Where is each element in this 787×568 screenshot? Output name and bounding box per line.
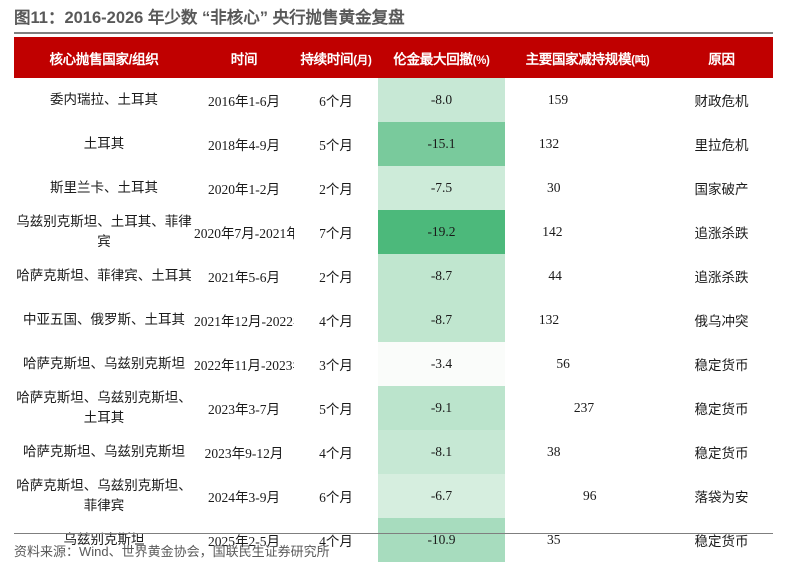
cell-drawdown: -8.0 (378, 78, 505, 122)
cell-time: 2024年3-9月 (208, 490, 280, 505)
table-row: 斯里兰卡、土耳其 2020年1-2月 2个月 -7.5 30 国家破产 (14, 166, 773, 210)
cell-duration: 2个月 (319, 182, 353, 197)
cell-reduction: 142 (542, 224, 563, 239)
cell-duration: 2个月 (319, 270, 353, 285)
cell-drawdown: -8.1 (378, 430, 505, 474)
cell-reason: 俄乌冲突 (694, 314, 749, 329)
cell-drawdown: -8.7 (378, 254, 505, 298)
footer-divider (14, 533, 773, 534)
table-row: 土耳其 2018年4-9月 5个月 -15.1 132 里拉危机 (14, 122, 773, 166)
cell-country: 土耳其 (83, 136, 125, 151)
table-row: 委内瑞拉、土耳其 2016年1-6月 6个月 -8.0 159 财政危机 (14, 78, 773, 122)
table-row: 哈萨克斯坦、乌兹别克斯坦、菲律宾 2024年3-9月 6个月 -6.7 96 落袋为安 (14, 474, 773, 518)
column-header-time: 时间 (230, 51, 258, 67)
column-header-base: 主要国家减持规模 (525, 51, 632, 67)
cell-reason: 国家破产 (694, 182, 749, 197)
cell-drawdown: -9.1 (378, 386, 505, 430)
cell-time: 2021年5-6月 (208, 270, 280, 285)
cell-time: 2023年3-7月 (208, 402, 280, 417)
cell-reduction: 96 (583, 488, 597, 503)
page-title: 图11：2016-2026 年少数 “非核心” 央行抛售黄金复盘 (14, 9, 405, 27)
cell-reason: 财政危机 (694, 94, 749, 109)
cell-time: 2022年11月-2023年1月 (194, 358, 294, 373)
cell-drawdown: -8.7 (378, 298, 505, 342)
table-row: 哈萨克斯坦、乌兹别克斯坦、土耳其 2023年3-7月 5个月 -9.1 237 稳定货币 (14, 386, 773, 430)
column-header-unit: (吨) (631, 54, 650, 67)
cell-country: 哈萨克斯坦、乌兹别克斯坦、菲律宾 (16, 478, 192, 513)
cell-drawdown: -15.1 (378, 122, 505, 166)
column-header-unit: (%) (472, 54, 490, 67)
cell-duration: 5个月 (319, 138, 353, 153)
table-row: 哈萨克斯坦、菲律宾、土耳其 2021年5-6月 2个月 -8.7 44 追涨杀跌 (14, 254, 773, 298)
cell-time: 2023年9-12月 (204, 446, 284, 461)
table-row: 哈萨克斯坦、乌兹别克斯坦 2023年9-12月 4个月 -8.1 38 稳定货币 (14, 430, 773, 474)
source-note: 资料来源：Wind、世界黄金协会，国联民生证券研究所 (14, 544, 330, 559)
column-header-country: 核心抛售国家/组织 (49, 51, 159, 67)
cell-country: 中亚五国、俄罗斯、土耳其 (23, 312, 185, 327)
cell-reduction: 159 (547, 92, 569, 107)
cell-duration: 6个月 (319, 94, 353, 109)
cell-reduction: 56 (556, 356, 570, 371)
column-header-drawdown: 伦金最大回撤(%) (378, 37, 505, 78)
cell-reason: 追涨杀跌 (694, 226, 749, 241)
cell-drawdown: -19.2 (378, 210, 505, 254)
cell-time: 2025年2-5月 (208, 534, 280, 549)
cell-reduction: 132 (538, 312, 560, 327)
column-header-duration: 持续时间(月) (294, 37, 378, 78)
cell-drawdown: -7.5 (378, 166, 505, 210)
cell-reason: 稳定货币 (694, 358, 749, 373)
cell-reduction: 132 (538, 136, 560, 151)
cell-reason: 落袋为安 (694, 490, 749, 505)
gold-selloff-table: 核心抛售国家/组织 时间 持续时间(月) 伦金最大回撤(%) 主要国家减持规模(… (14, 37, 773, 562)
cell-duration: 4个月 (319, 314, 353, 329)
cell-country: 委内瑞拉、土耳其 (50, 92, 158, 107)
cell-time: 2020年1-2月 (208, 182, 280, 197)
cell-duration: 6个月 (319, 490, 353, 505)
cell-country: 哈萨克斯坦、菲律宾、土耳其 (16, 268, 192, 283)
cell-reduction: 237 (573, 400, 595, 415)
table-body: 委内瑞拉、土耳其 2016年1-6月 6个月 -8.0 159 财政危机土耳其 2018年4… (14, 78, 773, 562)
cell-duration: 5个月 (319, 402, 353, 417)
cell-reason: 稳定货币 (694, 534, 749, 549)
cell-country: 哈萨克斯坦、乌兹别克斯坦 (23, 444, 185, 459)
table-row: 哈萨克斯坦、乌兹别克斯坦 2022年11月-2023年1月 3个月 -3.4 56 稳定货… (14, 342, 773, 386)
cell-country: 哈萨克斯坦、乌兹别克斯坦、土耳其 (16, 390, 192, 425)
figure-title: 图11：2016-2026 年少数 “非核心” 央行抛售黄金复盘 (14, 6, 773, 34)
cell-time: 2016年1-6月 (208, 94, 280, 109)
cell-duration: 4个月 (319, 446, 353, 461)
column-header-unit: (月) (353, 54, 372, 67)
cell-reason: 里拉危机 (694, 138, 749, 153)
cell-duration: 3个月 (319, 358, 353, 373)
column-header-base: 伦金最大回撤 (393, 51, 473, 67)
cell-reason: 追涨杀跌 (694, 270, 749, 285)
table-row: 乌兹别克斯坦 2025年2-5月 4个月 -10.9 35 稳定货币 (14, 518, 773, 562)
table-header: 核心抛售国家/组织 时间 持续时间(月) 伦金最大回撤(%) 主要国家减持规模(… (14, 37, 773, 78)
cell-reason: 稳定货币 (694, 402, 749, 417)
cell-reduction: 30 (547, 180, 561, 195)
cell-duration: 7个月 (319, 226, 353, 241)
column-header-reduction: 主要国家减持规模(吨) (505, 37, 670, 78)
column-header-base: 持续时间 (300, 51, 354, 67)
cell-drawdown: -3.4 (378, 342, 505, 386)
cell-reason: 稳定货币 (694, 446, 749, 461)
cell-drawdown: -10.9 (378, 518, 505, 562)
cell-country: 乌兹别克斯坦 (63, 532, 145, 547)
cell-time: 2020年7月-2021年1月 (194, 226, 294, 241)
cell-duration: 4个月 (319, 534, 353, 549)
cell-time: 2018年4-9月 (208, 138, 280, 153)
cell-reduction: 44 (548, 268, 562, 283)
cell-reduction: 38 (547, 444, 561, 459)
column-header-reason: 原因 (708, 51, 735, 67)
cell-reduction: 35 (547, 532, 561, 547)
table-row: 中亚五国、俄罗斯、土耳其 2021年12月-2022年3月 4个月 -8.7 132 俄乌… (14, 298, 773, 342)
table-header-row: 核心抛售国家/组织 时间 持续时间(月) 伦金最大回撤(%) 主要国家减持规模(… (14, 37, 773, 78)
cell-country: 斯里兰卡、土耳其 (50, 180, 158, 195)
cell-country: 乌兹别克斯坦、土耳其、菲律宾 (16, 214, 192, 249)
cell-country: 哈萨克斯坦、乌兹别克斯坦 (23, 356, 185, 371)
cell-drawdown: -6.7 (378, 474, 505, 518)
cell-time: 2021年12月-2022年3月 (194, 314, 294, 329)
